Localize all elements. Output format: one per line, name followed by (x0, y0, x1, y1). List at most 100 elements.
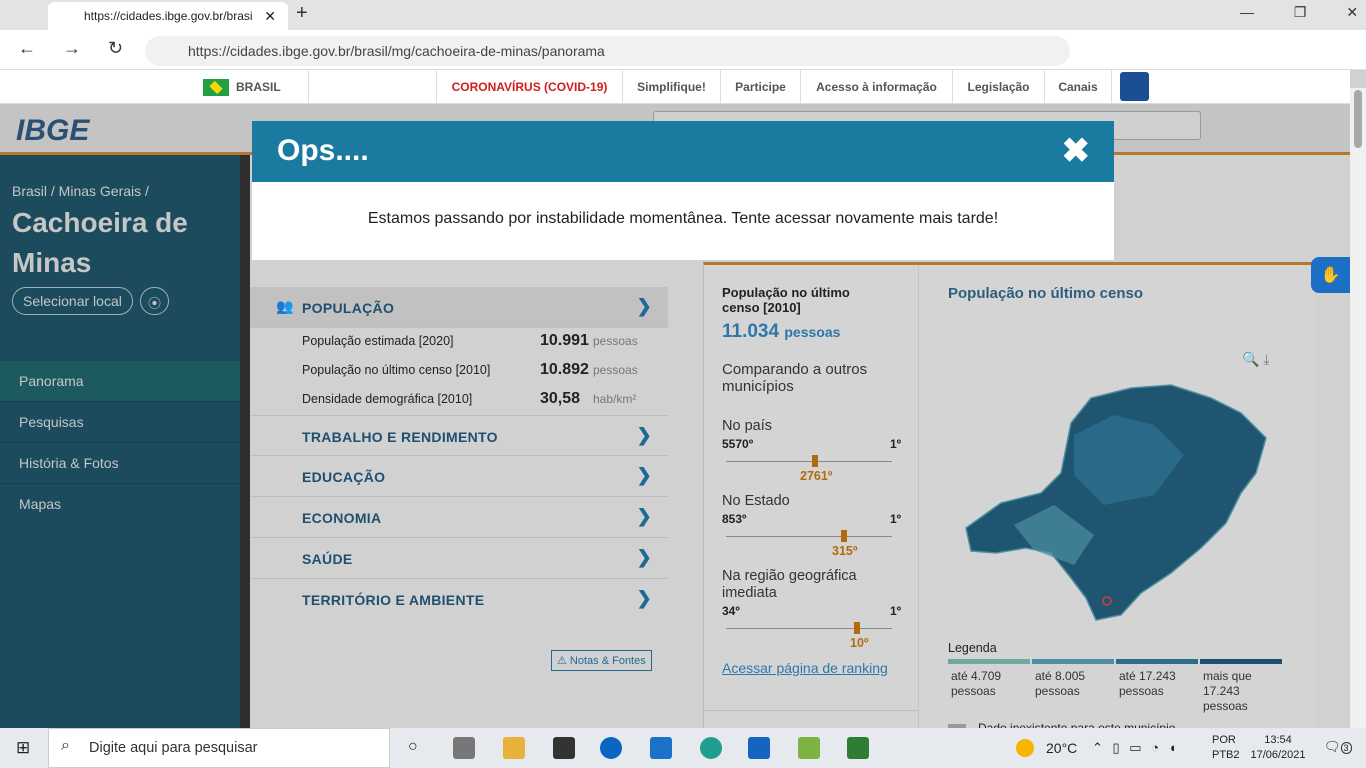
panel-value: 11.034 pessoas (722, 321, 840, 343)
text: TERRITÓRIO E AMBIENTE (302, 592, 485, 608)
section-header[interactable]: TRABALHO E RENDIMENTO ❯ (250, 415, 668, 456)
decoration (1116, 659, 1198, 664)
text: Digite aqui para pesquisar (89, 740, 258, 756)
decoration (650, 737, 672, 759)
gov-link[interactable]: Simplifique! (622, 70, 720, 104)
text: TRABALHO E RENDIMENTO (302, 429, 498, 445)
text: População estimada [2020] (302, 334, 454, 348)
rank-max: 1º (890, 512, 902, 526)
decoration (600, 737, 622, 759)
rank-min: 34º (722, 604, 740, 618)
country[interactable]: BRASIL (236, 80, 281, 94)
decoration: ❯ (636, 588, 652, 608)
text: pessoas (784, 324, 841, 340)
new-tab[interactable]: + (296, 2, 308, 24)
menu-item[interactable]: Pesquisas (0, 402, 240, 443)
gov-link[interactable]: CORONAVÍRUS (COVID-19) (436, 70, 622, 104)
tab[interactable]: https://cidades.ibge.gov.br/brasi ✕ (48, 2, 288, 30)
gov-link[interactable]: Participe (720, 70, 800, 104)
section-header[interactable]: ECONOMIA ❯ (250, 497, 668, 538)
text: 10.991 (540, 332, 589, 349)
decoration (948, 659, 1030, 664)
input-language[interactable]: POR PTB2 (1212, 733, 1240, 763)
start-button[interactable]: ⊞ (16, 738, 31, 757)
clock[interactable]: 13:54 17/06/2021 (1248, 733, 1308, 763)
legend-item: até 17.243 pessoas (1119, 669, 1176, 698)
tray-icons[interactable]: ⌃ ▯ ▭ ◔ ◖ (1092, 740, 1177, 755)
tab-strip: https://cidades.ibge.gov.br/brasi ✕ + — ❐… (0, 0, 1366, 30)
decoration: ❯ (636, 425, 652, 445)
vlibras-widget[interactable]: ✋ (1311, 257, 1350, 293)
text: POPULAÇÃO (302, 300, 395, 316)
location-button[interactable]: ⦿ (140, 287, 169, 315)
flag (203, 79, 229, 96)
decoration (1074, 415, 1184, 505)
modal-title: Ops.... ✖ (252, 121, 1114, 182)
modal-close[interactable]: ✖ (1061, 132, 1091, 170)
notes-button[interactable]: ⚠ Notas & Fontes (551, 650, 652, 671)
gov-link[interactable]: Acesso à informação (800, 70, 952, 104)
window-controls[interactable]: — ❐ ✕ (1240, 4, 1359, 20)
menu-item[interactable]: Panorama (0, 361, 240, 402)
menu-item[interactable]: Mapas (19, 496, 62, 512)
decoration: ⌕ (61, 737, 70, 754)
notifications[interactable]: 🗨 3 (1324, 739, 1352, 755)
text: Notas & Fontes (569, 655, 646, 667)
decoration (748, 737, 770, 759)
text: EDUCAÇÃO (302, 469, 386, 485)
select-location[interactable]: Selecionar local (12, 287, 133, 315)
text: 17/06/2021 (1250, 749, 1306, 761)
scrollbar[interactable] (1350, 88, 1366, 728)
gov-link[interactable]: Legislação (952, 70, 1044, 104)
task-view[interactable]: ○ (408, 738, 418, 755)
decoration (847, 737, 869, 759)
address-bar[interactable]: https://cidades.ibge.gov.br/brasil/mg/ca… (145, 36, 1070, 66)
text: 3 (1340, 742, 1352, 754)
nav-buttons[interactable]: ← → ↻ (18, 38, 124, 58)
modal-message: Estamos passando por instabilidade momen… (367, 210, 999, 227)
gov-link[interactable]: Canais (1044, 70, 1112, 104)
menu-item[interactable]: História & Fotos (0, 443, 240, 484)
decoration (1354, 90, 1362, 148)
panel-title: População no último censo [2010] (722, 285, 850, 315)
decoration (209, 80, 223, 95)
decoration: ❯ (636, 506, 652, 526)
text: hab/km² (593, 392, 637, 406)
text: 10.892 (540, 361, 589, 378)
legend-missing: Dado inexistente para este município (978, 721, 1176, 731)
rank-value: 2761º (800, 469, 833, 483)
rank-label: Na região geográfica imediata (722, 568, 857, 601)
text: 30,58 (540, 390, 581, 407)
rank-max: 1º (890, 437, 902, 451)
rank-label: No Estado (722, 493, 790, 509)
text: Ops.... (277, 134, 369, 167)
rank-max: 1º (890, 604, 902, 618)
map-title: População no último censo (948, 285, 1144, 302)
text: pessoas (593, 363, 638, 377)
legend-item: até 8.005 pessoas (1035, 669, 1086, 698)
decoration (503, 737, 525, 759)
logo[interactable]: IBGE (16, 114, 90, 147)
decoration (553, 737, 575, 759)
tab-close[interactable]: ✕ (264, 8, 276, 24)
rank-min: 5570º (722, 437, 754, 451)
section-header[interactable]: SAÚDE ❯ (250, 538, 668, 579)
section-header[interactable]: 👥 POPULAÇÃO ❯ (250, 287, 668, 328)
breadcrumb[interactable]: Brasil / Minas Gerais / (12, 183, 149, 199)
text: PTB2 (1212, 749, 1240, 761)
temperature[interactable]: 20°C (1046, 740, 1078, 756)
rank-scale (726, 622, 892, 634)
vlibras[interactable] (1120, 72, 1149, 101)
section-header[interactable]: TERRITÓRIO E AMBIENTE ❯ (250, 579, 668, 620)
decoration (1200, 659, 1282, 664)
text: 13:54 (1264, 734, 1292, 746)
map-tools[interactable]: 🔍 ⤓ (1242, 351, 1270, 367)
tab-title: https://cidades.ibge.gov.br/brasi (84, 9, 253, 23)
weather-icon (1016, 739, 1034, 757)
rank-scale (726, 530, 892, 542)
stat-row: População estimada [2020] 10.991 pessoas (302, 332, 652, 349)
ranking-link[interactable]: Acessar página de ranking (722, 660, 888, 676)
legend-title: Legenda (948, 641, 997, 655)
section-header[interactable]: EDUCAÇÃO ❯ (250, 456, 668, 497)
taskbar-search[interactable]: ⌕ Digite aqui para pesquisar (48, 728, 390, 768)
